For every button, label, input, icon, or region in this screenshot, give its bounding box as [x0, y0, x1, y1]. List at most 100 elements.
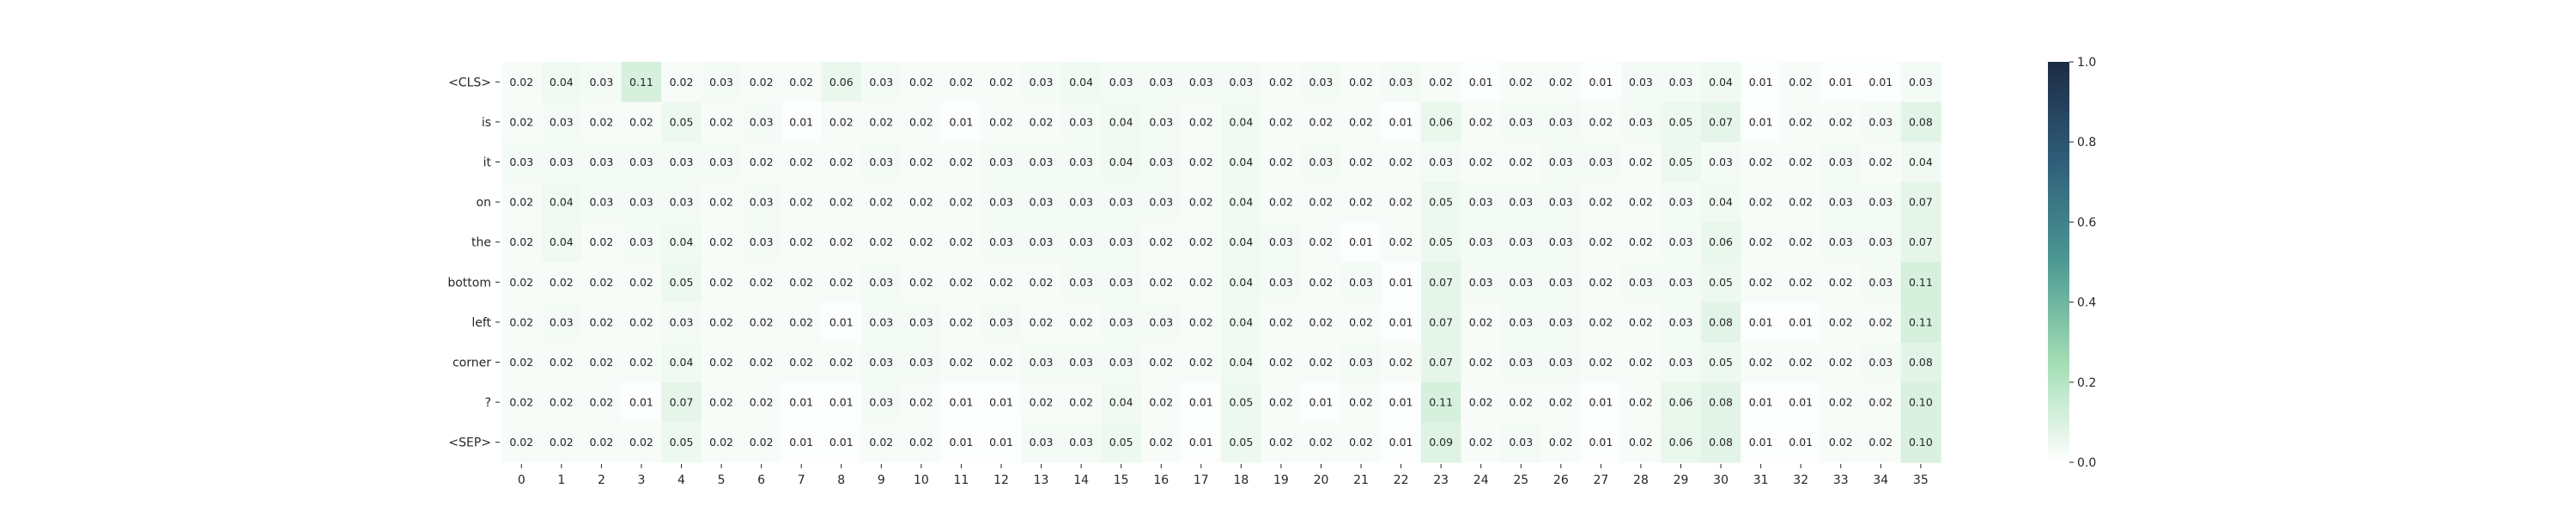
heatmap-cell [901, 222, 942, 263]
cell-value-label: 0.02 [1149, 356, 1173, 369]
heatmap-cell [1060, 382, 1102, 423]
cell-value-label: 0.01 [1589, 76, 1613, 89]
cell-value-label: 0.02 [989, 276, 1013, 289]
heatmap-cell [1340, 382, 1382, 423]
heatmap-cell [941, 222, 982, 263]
heatmap-cell [1221, 262, 1262, 303]
heatmap-cell [541, 222, 582, 263]
heatmap-cell [1700, 181, 1741, 223]
cell-value-label: 0.06 [1709, 235, 1733, 248]
heatmap-cell [1581, 382, 1622, 423]
cell-value-label: 0.08 [1709, 315, 1733, 328]
cell-value-label: 0.02 [509, 396, 533, 409]
cell-value-label: 0.03 [1109, 196, 1133, 209]
heatmap-cell [1861, 222, 1902, 263]
heatmap-cell [1780, 342, 1822, 383]
heatmap-cell [1420, 142, 1462, 183]
x-tick-label: 17 [1194, 473, 1209, 487]
cell-value-label: 0.01 [1749, 315, 1773, 328]
cell-value-label: 0.07 [1709, 115, 1733, 128]
heatmap-cell [1261, 302, 1302, 343]
cell-value-label: 0.04 [1109, 156, 1133, 168]
cell-value-label: 0.02 [909, 276, 933, 289]
heatmap-cell [821, 181, 862, 223]
cell-value-label: 0.02 [1269, 356, 1293, 369]
cell-value-label: 0.02 [1629, 356, 1653, 369]
heatmap-cell [1741, 222, 1782, 263]
cell-value-label: 0.02 [1549, 436, 1573, 449]
cell-value-label: 0.03 [750, 196, 774, 209]
heatmap-cell [1861, 422, 1902, 463]
x-tick-label: 25 [1513, 473, 1528, 487]
cell-value-label: 0.02 [629, 436, 653, 449]
heatmap-cell [501, 262, 543, 303]
cell-value-label: 0.02 [1469, 115, 1493, 128]
heatmap-cell [501, 302, 543, 343]
heatmap-cell [581, 302, 623, 343]
cell-value-label: 0.03 [629, 156, 653, 168]
x-tick-label: 19 [1273, 473, 1289, 487]
heatmap-cell [701, 342, 742, 383]
cell-value-label: 0.03 [1149, 76, 1173, 89]
heatmap-cell [581, 382, 623, 423]
heatmap-cell [1501, 422, 1542, 463]
heatmap-cell [1700, 342, 1741, 383]
cell-value-label: 0.05 [1709, 356, 1733, 369]
heatmap-cell [1181, 342, 1222, 383]
cell-value-label: 0.08 [1909, 115, 1933, 128]
cell-value-label: 0.02 [509, 315, 533, 328]
cell-value-label: 0.02 [1749, 196, 1773, 209]
heatmap-cell [781, 142, 823, 183]
heatmap-cell [1820, 262, 1862, 303]
cell-value-label: 0.10 [1909, 396, 1933, 409]
x-tick-label: 31 [1753, 473, 1769, 487]
cell-value-label: 0.03 [989, 235, 1013, 248]
heatmap-cell [941, 262, 982, 303]
cell-value-label: 0.02 [1829, 436, 1853, 449]
heatmap-cell [781, 181, 823, 223]
cell-value-label: 0.02 [1269, 76, 1293, 89]
cell-value-label: 0.02 [509, 276, 533, 289]
cell-value-label: 0.03 [589, 76, 613, 89]
heatmap-cell [1181, 222, 1222, 263]
heatmap-cell [1301, 342, 1342, 383]
cell-value-label: 0.02 [829, 356, 854, 369]
heatmap-cell [1661, 101, 1702, 143]
heatmap-cell [1661, 181, 1702, 223]
cell-value-label: 0.03 [589, 156, 613, 168]
heatmap-cell [1581, 142, 1622, 183]
heatmap-cell [1620, 262, 1662, 303]
heatmap-cell [1060, 142, 1102, 183]
heatmap-cell [541, 62, 582, 103]
y-tick-label: corner [453, 357, 491, 370]
heatmap-cell [1221, 101, 1262, 143]
cell-value-label: 0.03 [1509, 196, 1533, 209]
cell-value-label: 0.02 [1629, 156, 1653, 168]
colorbar-tick-label: 0.2 [2077, 376, 2096, 390]
cell-value-label: 0.03 [1629, 276, 1653, 289]
colorbar: 0.0 0.2 0.4 0.6 0.8 1.0 [2048, 56, 2096, 470]
cell-value-label: 0.02 [1629, 235, 1653, 248]
heatmap-cell [1021, 422, 1062, 463]
cell-value-label: 0.02 [750, 315, 774, 328]
cell-value-label: 0.03 [550, 315, 574, 328]
heatmap-cell [1501, 262, 1542, 303]
x-tick-label: 23 [1433, 473, 1449, 487]
heatmap-cells [501, 62, 1941, 463]
heatmap-cell [1301, 62, 1342, 103]
heatmap-cell [1820, 101, 1862, 143]
heatmap-cell [1501, 101, 1542, 143]
cell-value-label: 0.03 [1149, 115, 1173, 128]
heatmap-cell [501, 382, 543, 423]
cell-value-label: 0.02 [829, 156, 854, 168]
cell-value-label: 0.02 [1030, 276, 1054, 289]
heatmap-cell [941, 62, 982, 103]
x-tick-label: 21 [1353, 473, 1369, 487]
cell-value-label: 0.02 [550, 436, 574, 449]
cell-value-label: 0.06 [1669, 396, 1693, 409]
x-tick-label: 11 [954, 473, 969, 487]
cell-value-label: 0.02 [989, 115, 1013, 128]
cell-value-label: 0.03 [869, 315, 893, 328]
heatmap-cell [1221, 142, 1262, 183]
heatmap-cell [1780, 222, 1822, 263]
